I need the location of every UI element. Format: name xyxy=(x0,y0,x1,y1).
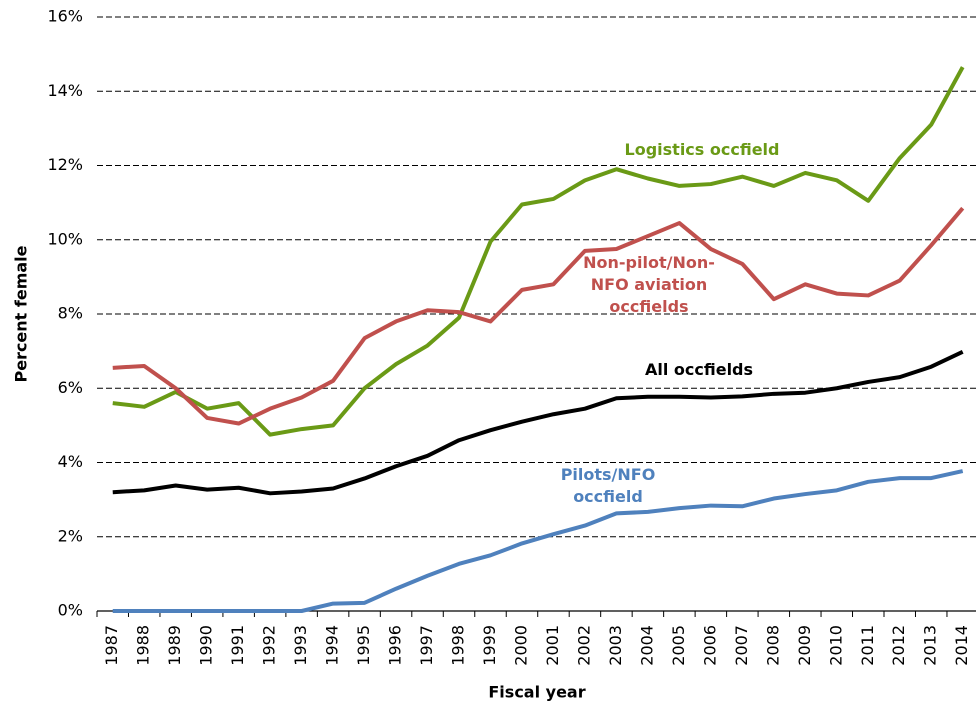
y-tick-label: 4% xyxy=(58,452,83,471)
x-tick-label: 1993 xyxy=(291,625,310,666)
y-tick-label: 10% xyxy=(47,229,83,248)
x-tick-label: 2010 xyxy=(826,625,845,666)
x-axis-title: Fiscal year xyxy=(488,683,585,702)
x-tick-label: 2014 xyxy=(952,625,971,666)
x-tick-label: 2007 xyxy=(732,625,751,666)
x-tick-label: 1987 xyxy=(102,625,121,666)
series-line xyxy=(112,350,964,496)
x-tick-label: 2005 xyxy=(669,625,688,666)
x-tick-label: 2004 xyxy=(637,625,656,666)
y-tick-label: 0% xyxy=(58,601,83,620)
y-axis-title: Percent female xyxy=(12,245,31,382)
x-tick-label: 1990 xyxy=(197,625,216,666)
x-tick-label: 2006 xyxy=(700,625,719,666)
x-tick-label: 2011 xyxy=(858,625,877,666)
y-tick-label: 8% xyxy=(58,304,83,323)
y-tick-label: 2% xyxy=(58,526,83,545)
y-tick-label: 16% xyxy=(47,7,83,26)
x-tick-label: 2013 xyxy=(921,625,940,666)
series-line xyxy=(112,66,965,437)
x-tick-label: 1995 xyxy=(354,625,373,666)
x-tick-label: 1989 xyxy=(165,625,184,666)
x-tick-label: 2001 xyxy=(543,625,562,666)
series-label: Pilots/NFO occfield xyxy=(560,465,656,506)
x-tick-label: 2003 xyxy=(606,625,625,666)
y-tick-label: 6% xyxy=(58,378,83,397)
x-tick-label: 1994 xyxy=(323,625,342,666)
x-tick-label: 2002 xyxy=(574,625,593,666)
series-label: Logistics occfield xyxy=(624,140,780,159)
x-tick-label: 2000 xyxy=(511,625,530,666)
x-tick-label: 1998 xyxy=(449,625,468,666)
x-tick-label: 1997 xyxy=(417,625,436,666)
y-tick-label: 14% xyxy=(47,81,83,100)
series-label: All occfields xyxy=(644,360,754,379)
series-line xyxy=(112,206,965,426)
x-tick-label: 2008 xyxy=(763,625,782,666)
x-tick-label: 1991 xyxy=(228,625,247,666)
y-tick-label: 12% xyxy=(47,155,83,174)
series-label: Non-pilot/Non- NFO aviation occfields xyxy=(583,253,715,316)
x-tick-label: 2009 xyxy=(795,625,814,666)
x-tick-label: 1992 xyxy=(260,625,279,666)
x-tick-label: 1988 xyxy=(134,625,153,666)
x-tick-label: 1999 xyxy=(480,625,499,666)
x-tick-label: 2012 xyxy=(889,625,908,666)
x-tick-label: 1996 xyxy=(386,625,405,666)
series-line xyxy=(112,469,964,613)
